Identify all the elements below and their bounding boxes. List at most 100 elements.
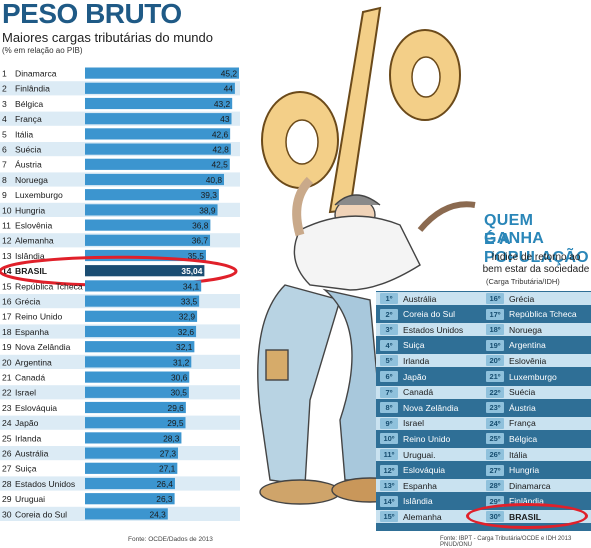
ranking-row-background [376,416,591,430]
bar [85,158,230,170]
category-label: Eslovênia [15,221,52,231]
rank-label: 30 [2,509,12,519]
ranking-title-line1: QUEM GANHA [484,212,545,247]
ranking-position: 21º [486,371,504,382]
value-label: 31,2 [173,357,190,367]
brasil-highlight-circle [466,503,588,530]
ranking-entry: 22º Suécia [486,386,535,399]
ranking-row-background [376,479,591,493]
category-label: Islândia [15,251,45,261]
bar [85,341,195,353]
bar [85,204,218,216]
ranking-entry: 23º Áustria [486,401,536,414]
ranking-country: Espanha [403,480,437,491]
value-label: 28,3 [163,433,180,443]
ranking-position: 10º [380,433,398,445]
ranking-entry: 4º Suiça [380,339,425,352]
ranking-country: Alemanha [403,511,442,522]
ranking-position: 9º [380,417,398,429]
bar [85,280,202,292]
ranking-entry: 7º Canadá [380,386,433,399]
rank-label: 29 [2,494,12,504]
value-label: 32,6 [178,327,195,337]
rank-label: 10 [2,205,12,215]
ranking-position: 25º [486,433,504,445]
ranking-entry: 6º Japão [380,370,426,383]
ranking-country: Hungria [509,465,540,476]
category-label: Dinamarca [15,69,57,79]
ranking-position: 20º [486,355,504,367]
chart-subtitle: Maiores cargas tributárias do mundo [2,30,213,45]
value-label: 27,1 [159,464,176,474]
value-label: 29,6 [168,403,185,413]
bar [85,143,231,155]
value-label: 30,6 [171,373,188,383]
bar [85,128,231,140]
value-label: 36,7 [192,236,209,246]
ranking-position: 17º [486,308,504,320]
ranking-entry: 13º Espanha [380,479,437,492]
bar [85,234,211,246]
ranking-country: Israel [403,418,425,429]
value-label: 27,3 [160,449,177,459]
chart-unit: (% em relação ao PIB) [2,46,83,55]
category-label: Suiça [15,464,37,474]
ranking-position: 16º [486,293,504,304]
category-label: Uruguai [15,494,45,504]
category-label: Itália [15,129,33,139]
bar [85,325,197,338]
ranking-country: Suiça [403,340,425,351]
bar [85,462,178,474]
source-note-left: Fonte: OCDE/Dados de 2013 [128,536,213,543]
value-label: 33,5 [181,297,198,307]
ranking-country: Estados Unidos [403,324,464,335]
ranking-row-background [376,292,591,305]
ranking-entry: 25º Bélgica [486,432,537,445]
ranking-entry: 16º Grécia [486,292,534,305]
ranking-position: 27º [486,464,504,476]
ranking-country: Áustria [509,402,536,413]
category-label: Israel [15,388,36,398]
value-label: 26,3 [156,494,173,504]
ranking-position: 28º [486,480,504,492]
ranking-entry: 24º França [486,417,536,430]
rank-label: 21 [2,373,12,383]
ranking-country: Islândia [403,496,433,507]
category-label: Alemanha [15,236,54,246]
ranking-entry: 15º Alemanha [380,510,442,523]
value-label: 44 [224,84,234,94]
category-label: Suécia [15,145,41,155]
ranking-country: Suécia [509,387,536,398]
ranking-country: França [509,418,536,429]
rank-label: 11 [2,221,11,231]
rank-label: 1 [2,69,7,79]
rank-label: 28 [2,479,12,489]
rank-label: 19 [2,342,12,352]
ranking-position: 5º [380,355,398,367]
category-label: República Tcheca [15,281,83,291]
ranking-position: 11º [380,449,398,460]
ranking-position: 1º [380,293,398,304]
ranking-country: Eslovênia [509,355,547,366]
rank-label: 23 [2,403,12,413]
rank-label: 16 [2,297,12,307]
category-label: Espanha [15,327,49,337]
ranking-country: Uruguai. [403,449,436,460]
ranking-position: 8º [380,402,398,414]
bar [85,310,198,322]
rank-label: 8 [2,175,7,185]
ranking-row-background [376,385,591,399]
category-label: Luxemburgo [15,190,63,200]
ranking-position: 29º [486,495,504,507]
category-label: Reino Unido [15,312,63,322]
rank-label: 25 [2,433,12,443]
ranking-entry: 11º Uruguai. [380,448,435,461]
ranking-entry: 10º Reino Unido [380,432,450,445]
value-label: 42,6 [212,129,229,139]
bar [85,508,168,520]
value-label: 35,04 [181,266,202,276]
value-label: 32,1 [176,342,193,352]
value-label: 42,5 [211,160,228,170]
value-label: 24,3 [149,509,166,519]
